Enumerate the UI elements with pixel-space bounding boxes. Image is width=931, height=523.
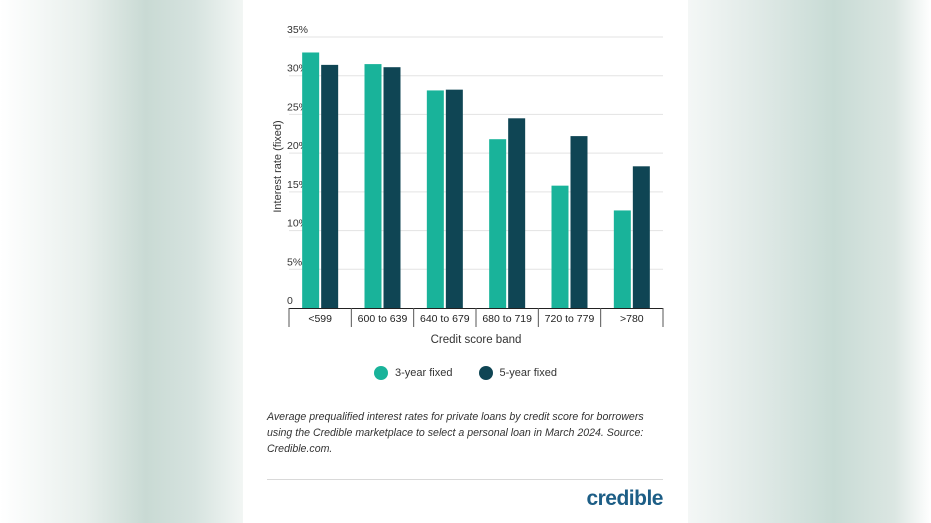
legend-label-3-year: 3-year fixed — [395, 367, 453, 379]
bar-5-year — [383, 67, 401, 308]
bar-3-year — [551, 185, 569, 308]
chart-caption: Average prequalified interest rates for … — [267, 411, 644, 455]
bar-3-year — [613, 210, 631, 308]
credible-logo: credible — [586, 487, 663, 510]
y-axis-title: Interest rate (fixed) — [272, 120, 284, 212]
bar-5-year — [445, 89, 463, 308]
bar-chart: 05%10%15%20%25%30%35%<599 600 to 639 640 t… — [272, 24, 664, 346]
bar-5-year — [321, 64, 339, 308]
y-tick-label: 35% — [287, 24, 308, 36]
legend-swatch-5-year — [478, 366, 493, 380]
x-tick-label: 720 to 779 — [545, 313, 595, 325]
legend-swatch-3-year — [374, 366, 389, 380]
bar-3-year — [364, 64, 382, 308]
bar-5-year — [570, 136, 588, 308]
background-right — [688, 0, 931, 523]
y-tick-label: 0 — [287, 295, 293, 307]
legend-item-5-year: 5-year fixed — [478, 366, 557, 380]
chart-card: 0 5% 10% 15% 20% 25% 30% 35% <599 600 to 639 640 t… — [243, 0, 688, 523]
x-tick-label: 680 to 719 — [482, 313, 532, 325]
x-axis-title: Credit score band — [431, 334, 522, 346]
legend-item-3-year: 3-year fixed — [374, 366, 453, 380]
bar-3-year — [302, 52, 320, 308]
bar-3-year — [426, 90, 444, 308]
y-tick-label: 5% — [287, 256, 302, 268]
x-tick-label: 640 to 679 — [420, 313, 470, 325]
chart-legend: 3-year fixed 5-year fixed — [243, 366, 688, 380]
bar-3-year — [489, 139, 507, 308]
x-tick-label: >780 — [620, 313, 644, 325]
footer-divider — [267, 479, 663, 480]
x-tick-label: <599 — [308, 313, 332, 325]
bar-5-year — [632, 166, 650, 308]
legend-label-5-year: 5-year fixed — [499, 367, 557, 379]
background-left — [0, 0, 243, 523]
bar-5-year — [508, 118, 526, 308]
x-tick-label: 600 to 639 — [358, 313, 408, 325]
